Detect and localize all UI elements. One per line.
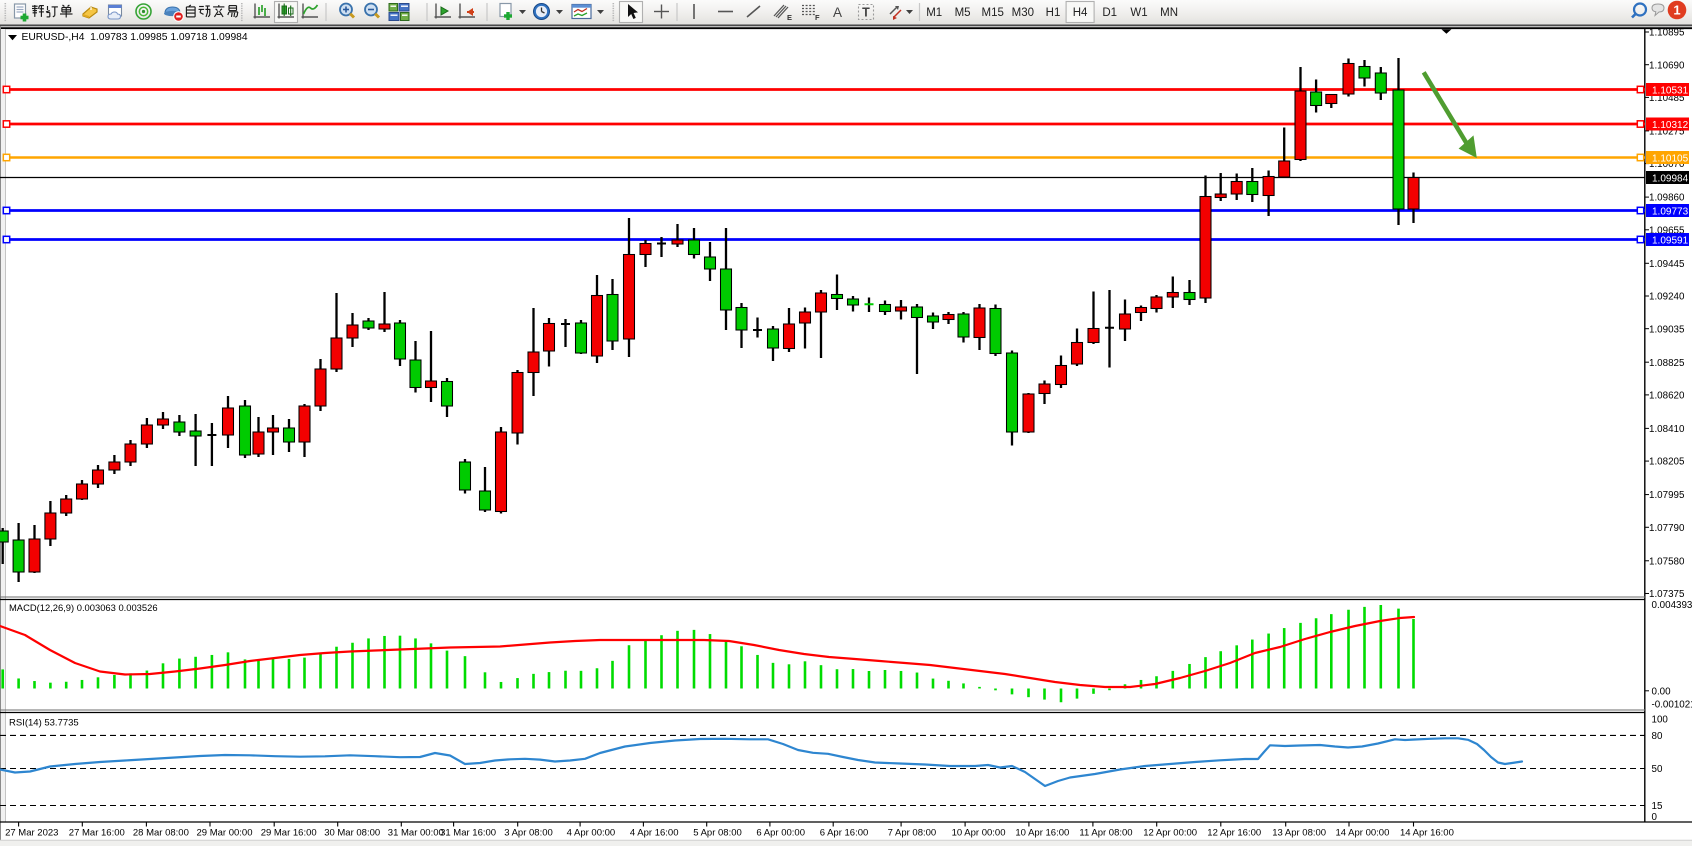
svg-text:12 Apr 16:00: 12 Apr 16:00	[1207, 828, 1261, 839]
svg-text:1.10531: 1.10531	[1652, 85, 1689, 96]
svg-text:1.09860: 1.09860	[1649, 193, 1685, 204]
svg-text:MN: MN	[1160, 7, 1178, 19]
svg-text:14 Apr 00:00: 14 Apr 00:00	[1336, 828, 1390, 839]
svg-text:0.004393: 0.004393	[1652, 600, 1692, 611]
svg-text:50: 50	[1652, 764, 1663, 775]
svg-text:F: F	[815, 13, 820, 22]
svg-text:RSI(14) 53.7735: RSI(14) 53.7735	[9, 718, 79, 729]
svg-text:5 Apr 08:00: 5 Apr 08:00	[693, 828, 742, 839]
svg-text:1: 1	[1673, 3, 1680, 18]
svg-text:29 Mar 00:00: 29 Mar 00:00	[197, 828, 253, 839]
svg-text:27 Mar 2023: 27 Mar 2023	[5, 828, 58, 839]
svg-text:M1: M1	[926, 7, 942, 19]
svg-text:M30: M30	[1012, 7, 1034, 19]
svg-text:31 Mar 00:00: 31 Mar 00:00	[388, 828, 444, 839]
svg-text:1.09591: 1.09591	[1652, 235, 1689, 246]
svg-text:1.07580: 1.07580	[1649, 556, 1685, 567]
svg-text:80: 80	[1652, 731, 1663, 742]
svg-text:A: A	[833, 5, 842, 20]
svg-text:6 Apr 00:00: 6 Apr 00:00	[756, 828, 805, 839]
svg-text:1.10312: 1.10312	[1652, 120, 1689, 131]
svg-text:1.08410: 1.08410	[1649, 424, 1685, 435]
svg-text:0: 0	[1652, 812, 1658, 823]
svg-text:27 Mar 16:00: 27 Mar 16:00	[69, 828, 125, 839]
svg-text:EURUSD-,H4 1.09783 1.09985 1.: EURUSD-,H4 1.09783 1.09985 1.09718 1.099…	[22, 32, 248, 43]
svg-text:1.10690: 1.10690	[1649, 60, 1685, 71]
svg-text:-0.001021: -0.001021	[1652, 699, 1692, 710]
svg-text:1.10105: 1.10105	[1652, 153, 1689, 164]
svg-text:100: 100	[1652, 715, 1669, 726]
svg-text:1.07995: 1.07995	[1649, 490, 1685, 501]
svg-text:1.07790: 1.07790	[1649, 523, 1685, 534]
svg-text:28 Mar 08:00: 28 Mar 08:00	[133, 828, 189, 839]
svg-text:3 Apr 08:00: 3 Apr 08:00	[504, 828, 553, 839]
svg-text:H1: H1	[1046, 7, 1061, 19]
svg-text:4 Apr 00:00: 4 Apr 00:00	[567, 828, 616, 839]
svg-text:H4: H4	[1073, 7, 1088, 19]
svg-text:12 Apr 00:00: 12 Apr 00:00	[1143, 828, 1197, 839]
svg-text:1.09240: 1.09240	[1649, 292, 1685, 303]
svg-text:14 Apr 16:00: 14 Apr 16:00	[1400, 828, 1454, 839]
svg-text:W1: W1	[1130, 7, 1147, 19]
svg-text:1.09984: 1.09984	[1652, 173, 1689, 184]
svg-text:7 Apr 08:00: 7 Apr 08:00	[888, 828, 937, 839]
svg-text:T: T	[862, 6, 870, 20]
svg-text:1.10895: 1.10895	[1649, 28, 1685, 39]
svg-text:1.09035: 1.09035	[1649, 324, 1685, 335]
svg-text:30 Mar 08:00: 30 Mar 08:00	[324, 828, 380, 839]
svg-text:M5: M5	[955, 7, 971, 19]
svg-text:0.00: 0.00	[1652, 687, 1672, 698]
svg-text:31 Mar 16:00: 31 Mar 16:00	[440, 828, 496, 839]
svg-text:1.08205: 1.08205	[1649, 457, 1685, 468]
svg-text:1.08825: 1.08825	[1649, 358, 1685, 369]
svg-text:M15: M15	[982, 7, 1004, 19]
svg-text:10 Apr 16:00: 10 Apr 16:00	[1015, 828, 1069, 839]
svg-text:1.09445: 1.09445	[1649, 259, 1685, 270]
svg-text:1.08620: 1.08620	[1649, 390, 1685, 401]
svg-text:4 Apr 16:00: 4 Apr 16:00	[630, 828, 679, 839]
svg-text:1.07375: 1.07375	[1649, 589, 1685, 600]
svg-text:MACD(12,26,9) 0.003063 0.00352: MACD(12,26,9) 0.003063 0.003526	[9, 602, 158, 613]
svg-text:11 Apr 08:00: 11 Apr 08:00	[1079, 828, 1132, 839]
svg-text:D1: D1	[1102, 7, 1117, 19]
svg-text:6 Apr 16:00: 6 Apr 16:00	[820, 828, 869, 839]
svg-text:13 Apr 08:00: 13 Apr 08:00	[1272, 828, 1326, 839]
svg-text:10 Apr 00:00: 10 Apr 00:00	[952, 828, 1006, 839]
svg-text:1.09773: 1.09773	[1652, 206, 1689, 217]
svg-text:E: E	[787, 13, 792, 22]
svg-text:15: 15	[1652, 801, 1663, 812]
svg-text:29 Mar 16:00: 29 Mar 16:00	[261, 828, 317, 839]
